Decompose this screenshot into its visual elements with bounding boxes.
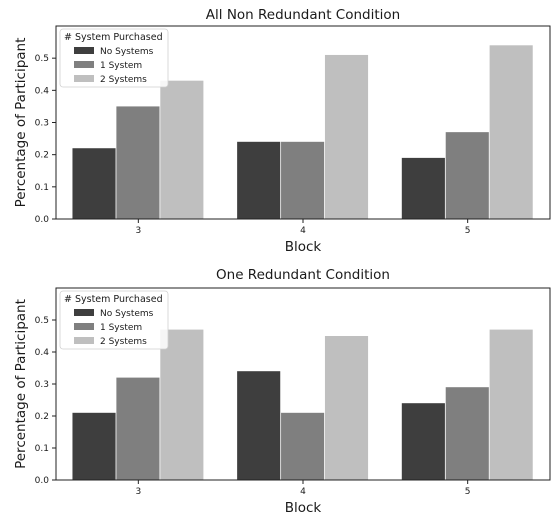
x-tick-label: 4 xyxy=(300,226,306,236)
bar-2-systems-3 xyxy=(160,80,204,220)
x-axis-label: Block xyxy=(285,239,322,255)
legend: # System Purchased No Systems 1 System 2 Sy… xyxy=(59,290,169,350)
legend-swatch-1-system xyxy=(74,61,94,68)
bars xyxy=(72,329,533,480)
y-tick-label: 0.1 xyxy=(35,444,49,454)
bar-no-systems-4 xyxy=(237,371,281,480)
y-tick-label: 0.5 xyxy=(35,54,49,64)
x-tick-label: 3 xyxy=(135,487,141,497)
legend-label-2-systems: 2 Systems xyxy=(100,337,147,347)
bar-no-systems-5 xyxy=(401,403,445,480)
legend-label-1-system: 1 System xyxy=(100,61,142,71)
legend-swatch-no-systems xyxy=(74,309,94,316)
chart-title: One Redundant Condition xyxy=(216,267,390,283)
y-tick-label: 0.3 xyxy=(35,119,49,129)
legend-box xyxy=(59,290,169,350)
chart-title: All Non Redundant Condition xyxy=(206,7,400,23)
bar-2-systems-4 xyxy=(324,54,369,220)
y-axis-label: Percentage of Participant xyxy=(13,299,29,469)
y-tick-label: 0.1 xyxy=(35,183,49,193)
bar-2-systems-5 xyxy=(489,45,533,219)
bar-1-system-5 xyxy=(445,387,489,480)
x-tick-label: 5 xyxy=(465,487,471,497)
legend-box xyxy=(59,28,169,88)
y-tick-label: 0.0 xyxy=(35,476,50,486)
bar-2-systems-4 xyxy=(324,336,369,480)
x-tick-label: 5 xyxy=(465,226,471,236)
bar-no-systems-3 xyxy=(72,412,116,480)
y-tick-label: 0.2 xyxy=(35,151,49,161)
x-tick-label: 3 xyxy=(135,226,141,236)
legend-swatch-2-systems xyxy=(74,337,94,344)
legend-swatch-1-system xyxy=(74,323,94,330)
y-tick-label: 0.2 xyxy=(35,412,49,422)
legend: # System Purchased No Systems 1 System 2 Sy… xyxy=(59,28,169,88)
bar-2-systems-3 xyxy=(160,329,204,480)
bar-1-system-4 xyxy=(281,412,325,480)
bar-1-system-5 xyxy=(445,132,489,219)
bar-no-systems-5 xyxy=(401,157,445,219)
legend-swatch-no-systems xyxy=(74,47,94,54)
y-tick-label: 0.4 xyxy=(35,348,50,358)
bar-no-systems-4 xyxy=(237,141,281,219)
bars xyxy=(72,45,533,220)
legend-label-no-systems: No Systems xyxy=(100,309,154,319)
y-tick-label: 0.5 xyxy=(35,316,49,326)
bar-1-system-3 xyxy=(116,106,160,219)
bar-1-system-3 xyxy=(116,377,160,480)
chart-panel-2: One Redundant Condition 0.0 0.1 0.2 0.3 0.4 0.… xyxy=(13,267,551,514)
legend-label-2-systems: 2 Systems xyxy=(100,75,147,85)
x-tick-label: 4 xyxy=(300,487,306,497)
y-tick-label: 0.3 xyxy=(35,380,49,390)
y-axis-label: Percentage of Participant xyxy=(13,38,29,208)
y-tick-label: 0.0 xyxy=(35,215,50,225)
legend-title: # System Purchased xyxy=(64,294,163,305)
legend-swatch-2-systems xyxy=(74,75,94,82)
legend-title: # System Purchased xyxy=(64,32,163,43)
bar-2-systems-5 xyxy=(489,329,533,480)
legend-label-1-system: 1 System xyxy=(100,323,142,333)
chart-panel-1: All Non Redundant Condition 0.0 0.1 0.2 0.3 0… xyxy=(13,7,551,255)
bar-no-systems-3 xyxy=(72,148,116,219)
x-axis-label: Block xyxy=(285,500,322,514)
y-tick-label: 0.4 xyxy=(35,86,50,96)
legend-label-no-systems: No Systems xyxy=(100,47,154,57)
bar-1-system-4 xyxy=(281,141,325,219)
